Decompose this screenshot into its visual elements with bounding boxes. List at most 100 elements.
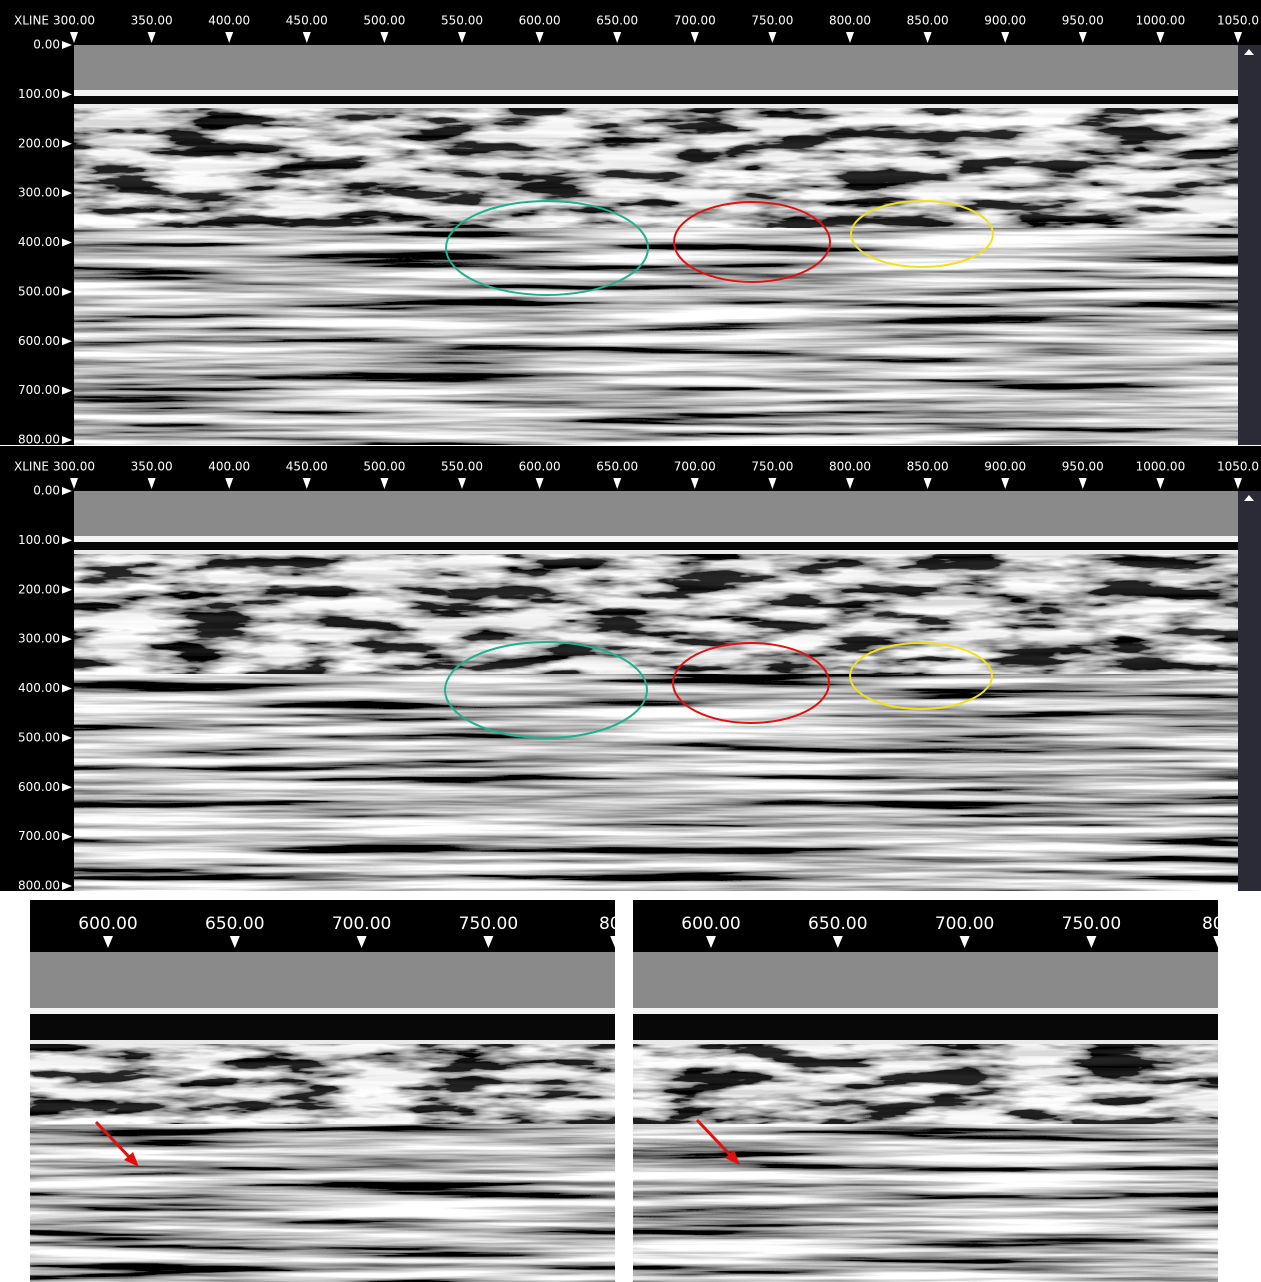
- seafloor-black: [633, 1014, 1218, 1040]
- x-tick-marker: [483, 936, 494, 948]
- x-tick-label: 1000.00: [1136, 14, 1186, 28]
- y-tick-label: 400.00: [18, 681, 60, 695]
- y-tick-marker: [62, 41, 72, 49]
- x-tick-marker: [147, 478, 156, 489]
- x-tick-label: 350.00: [131, 460, 173, 474]
- y-tick-marker: [62, 337, 72, 346]
- x-tick-label: 1050.0: [1217, 14, 1259, 28]
- x-tick-marker: [1156, 32, 1165, 43]
- arrow: [695, 1118, 740, 1165]
- x-tick-label: 300.00: [53, 14, 95, 28]
- y-tick-label: 600.00: [18, 780, 60, 794]
- yellow-ellipse: [850, 200, 994, 268]
- x-tick-label: 950.00: [1062, 460, 1104, 474]
- x-tick-marker: [1078, 32, 1087, 43]
- red-ellipse: [672, 642, 830, 724]
- y-tick-marker: [62, 635, 72, 644]
- x-tick-label: 800.00: [829, 14, 871, 28]
- x-tick-marker: [1001, 32, 1010, 43]
- x-tick-label: 500.00: [363, 460, 405, 474]
- zoom-panel: 600.00 650.00 700.00 750.00 800: [633, 900, 1218, 1282]
- y-tick-marker: [62, 386, 72, 395]
- x-tick-marker: [1086, 936, 1097, 948]
- x-tick-marker: [225, 478, 234, 489]
- y-tick-label: 700.00: [18, 383, 60, 397]
- x-tick-marker: [613, 478, 622, 489]
- seafloor-white: [30, 1008, 615, 1014]
- y-tick-label: 0.00: [33, 484, 60, 498]
- x-tick-label: 750.00: [751, 14, 793, 28]
- seafloor-white: [633, 1040, 1218, 1044]
- x-tick-marker: [380, 478, 389, 489]
- x-tick-marker: [1234, 32, 1242, 43]
- axis-label: XLINE: [14, 14, 49, 28]
- red-ellipse: [673, 201, 831, 283]
- x-tick-marker: [690, 478, 699, 489]
- scrollbar: [1238, 491, 1261, 891]
- x-tick-marker: [959, 936, 970, 948]
- y-tick-marker: [62, 585, 72, 594]
- y-tick-label: 400.00: [18, 235, 60, 249]
- x-tick-label: 700.00: [674, 460, 716, 474]
- header-bar: [0, 446, 1261, 491]
- x-tick-label: 900.00: [984, 14, 1026, 28]
- y-tick-marker: [62, 684, 72, 693]
- y-tick-label: 700.00: [18, 829, 60, 843]
- seismic-panel: XLINE 300.00 350.00 400.00 450.00 500.00 550.0…: [0, 0, 1261, 447]
- y-tick-marker: [62, 436, 72, 444]
- x-tick-label: 850.00: [907, 14, 949, 28]
- seafloor-white: [74, 104, 1238, 108]
- y-tick-label: 300.00: [18, 632, 60, 646]
- x-tick-marker: [1001, 478, 1010, 489]
- x-tick-marker: [302, 32, 311, 43]
- x-tick-label: 650.00: [808, 914, 867, 934]
- x-tick-label: 700.00: [332, 914, 391, 934]
- x-tick-marker: [613, 32, 622, 43]
- x-tick-marker: [832, 936, 843, 948]
- x-tick-marker: [1156, 478, 1165, 489]
- x-tick-label: 400.00: [208, 460, 250, 474]
- x-tick-label: 750.00: [751, 460, 793, 474]
- seafloor-white: [74, 550, 1238, 554]
- water-column: [633, 952, 1218, 1008]
- annotations: [94, 200, 994, 1167]
- x-tick-marker: [768, 478, 777, 489]
- x-tick-marker: [380, 32, 389, 43]
- zoom-panel: 600.00 650.00 700.00 750.00 800: [30, 900, 615, 1282]
- x-tick-marker: [70, 32, 78, 43]
- water-column: [30, 952, 615, 1008]
- scrollbar: [1238, 45, 1261, 445]
- y-tick-label: 0.00: [33, 38, 60, 52]
- x-tick-label: 800.00: [829, 460, 871, 474]
- y-tick-marker: [62, 832, 72, 841]
- y-axis-bar: [0, 491, 74, 891]
- arrow: [94, 1120, 139, 1167]
- water-column: [74, 45, 1238, 90]
- x-tick-label: 600.00: [519, 460, 561, 474]
- x-tick-marker: [302, 478, 311, 489]
- y-tick-label: 200.00: [18, 136, 60, 150]
- y-tick-marker: [62, 882, 72, 890]
- seafloor-black: [30, 1014, 615, 1040]
- y-tick-marker: [62, 238, 72, 247]
- shallow-chaos: [633, 1044, 1218, 1124]
- x-tick-marker: [225, 32, 234, 43]
- seafloor-white: [633, 1008, 1218, 1014]
- shallow-chaos: [74, 554, 1238, 674]
- y-tick-label: 800.00: [18, 433, 60, 447]
- x-tick-marker: [229, 936, 240, 948]
- x-tick-label: 550.00: [441, 460, 483, 474]
- x-tick-label: 850.00: [907, 460, 949, 474]
- x-tick-label: 700.00: [674, 14, 716, 28]
- x-tick-marker: [147, 32, 156, 43]
- shallow-chaos: [74, 108, 1238, 228]
- x-tick-marker: [846, 32, 854, 43]
- x-tick-label: 650.00: [596, 460, 638, 474]
- x-tick-label: 750.00: [459, 914, 518, 934]
- x-tick-label: 450.00: [286, 14, 328, 28]
- x-tick-label: 450.00: [286, 460, 328, 474]
- x-tick-marker: [458, 32, 466, 43]
- x-tick-label: 950.00: [1062, 14, 1104, 28]
